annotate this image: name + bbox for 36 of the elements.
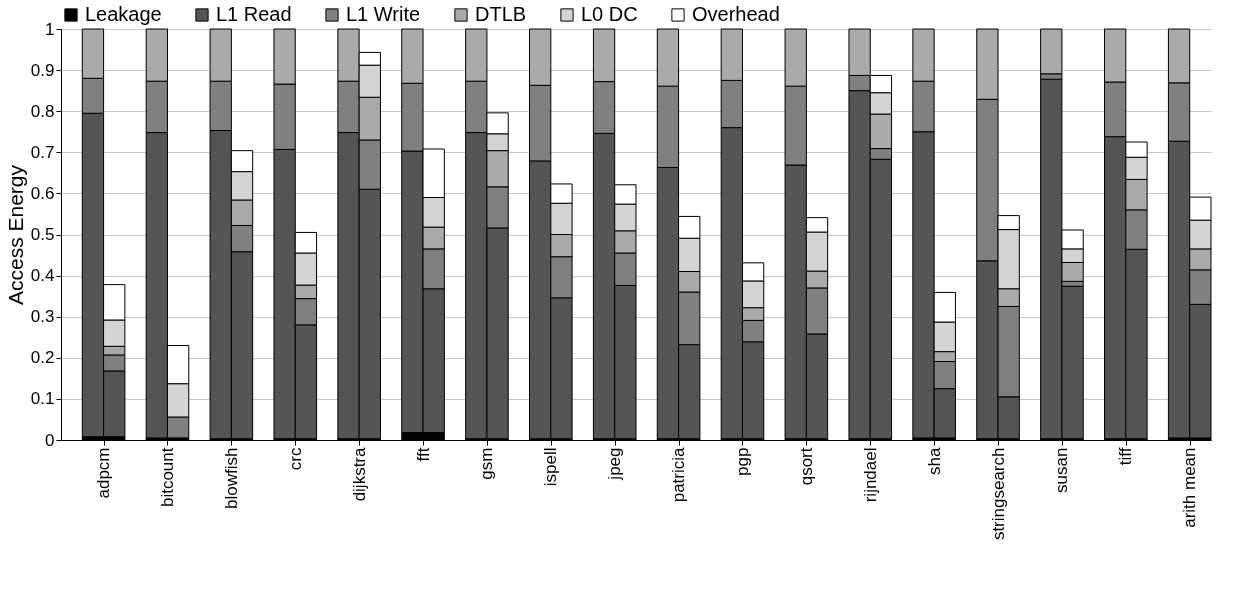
y-tick-label: 0.8 <box>30 101 55 121</box>
x-tick-label: tiff <box>1116 447 1136 466</box>
y-tick-label: 0.2 <box>30 348 55 368</box>
x-tick-label: stringsearch <box>988 447 1008 541</box>
y-tick-label: 0.5 <box>30 225 55 244</box>
y-tick-label: 1 <box>45 19 55 39</box>
legend-label: DTLB <box>475 3 527 25</box>
x-tick-label: bitcount <box>157 447 177 508</box>
x-tick-label: fft <box>413 447 433 462</box>
y-tick-label: 0.9 <box>30 60 55 80</box>
y-tick-label: 0 <box>45 430 55 450</box>
x-tick-label: rijndael <box>860 447 880 503</box>
x-tick-label: blowfish <box>221 447 241 509</box>
x-tick-label: arith mean <box>1180 447 1200 528</box>
x-tick-label: dijkstra <box>349 446 369 502</box>
x-tick-label: sha <box>924 446 944 475</box>
y-tick-label: 0.3 <box>30 307 55 327</box>
x-tick-label: ispell <box>541 447 561 487</box>
legend-label: Leakage <box>85 3 162 25</box>
x-tick-label: crc <box>285 447 305 471</box>
x-tick-label: pgp <box>732 447 752 476</box>
legend-label: Overhead <box>692 3 780 25</box>
y-tick-label: 0.1 <box>30 389 55 409</box>
y-tick-label: 0.7 <box>30 142 55 162</box>
legend-label: L0 DC <box>581 3 638 25</box>
x-tick-label: jpeg <box>605 447 625 481</box>
y-tick-label: 0.4 <box>30 266 55 286</box>
x-tick-label: adpcm <box>94 447 114 499</box>
y-tick-label: 0.6 <box>30 183 55 203</box>
x-tick-label: gsm <box>477 447 497 480</box>
y-axis-title: Access Energy <box>3 164 27 306</box>
legend-label: L1 Read <box>216 3 292 25</box>
legend-label: L1 Write <box>346 3 421 25</box>
x-tick-label: susan <box>1052 447 1072 493</box>
x-tick-label: patricia <box>669 446 689 503</box>
x-tick-label: qsort <box>796 447 816 486</box>
